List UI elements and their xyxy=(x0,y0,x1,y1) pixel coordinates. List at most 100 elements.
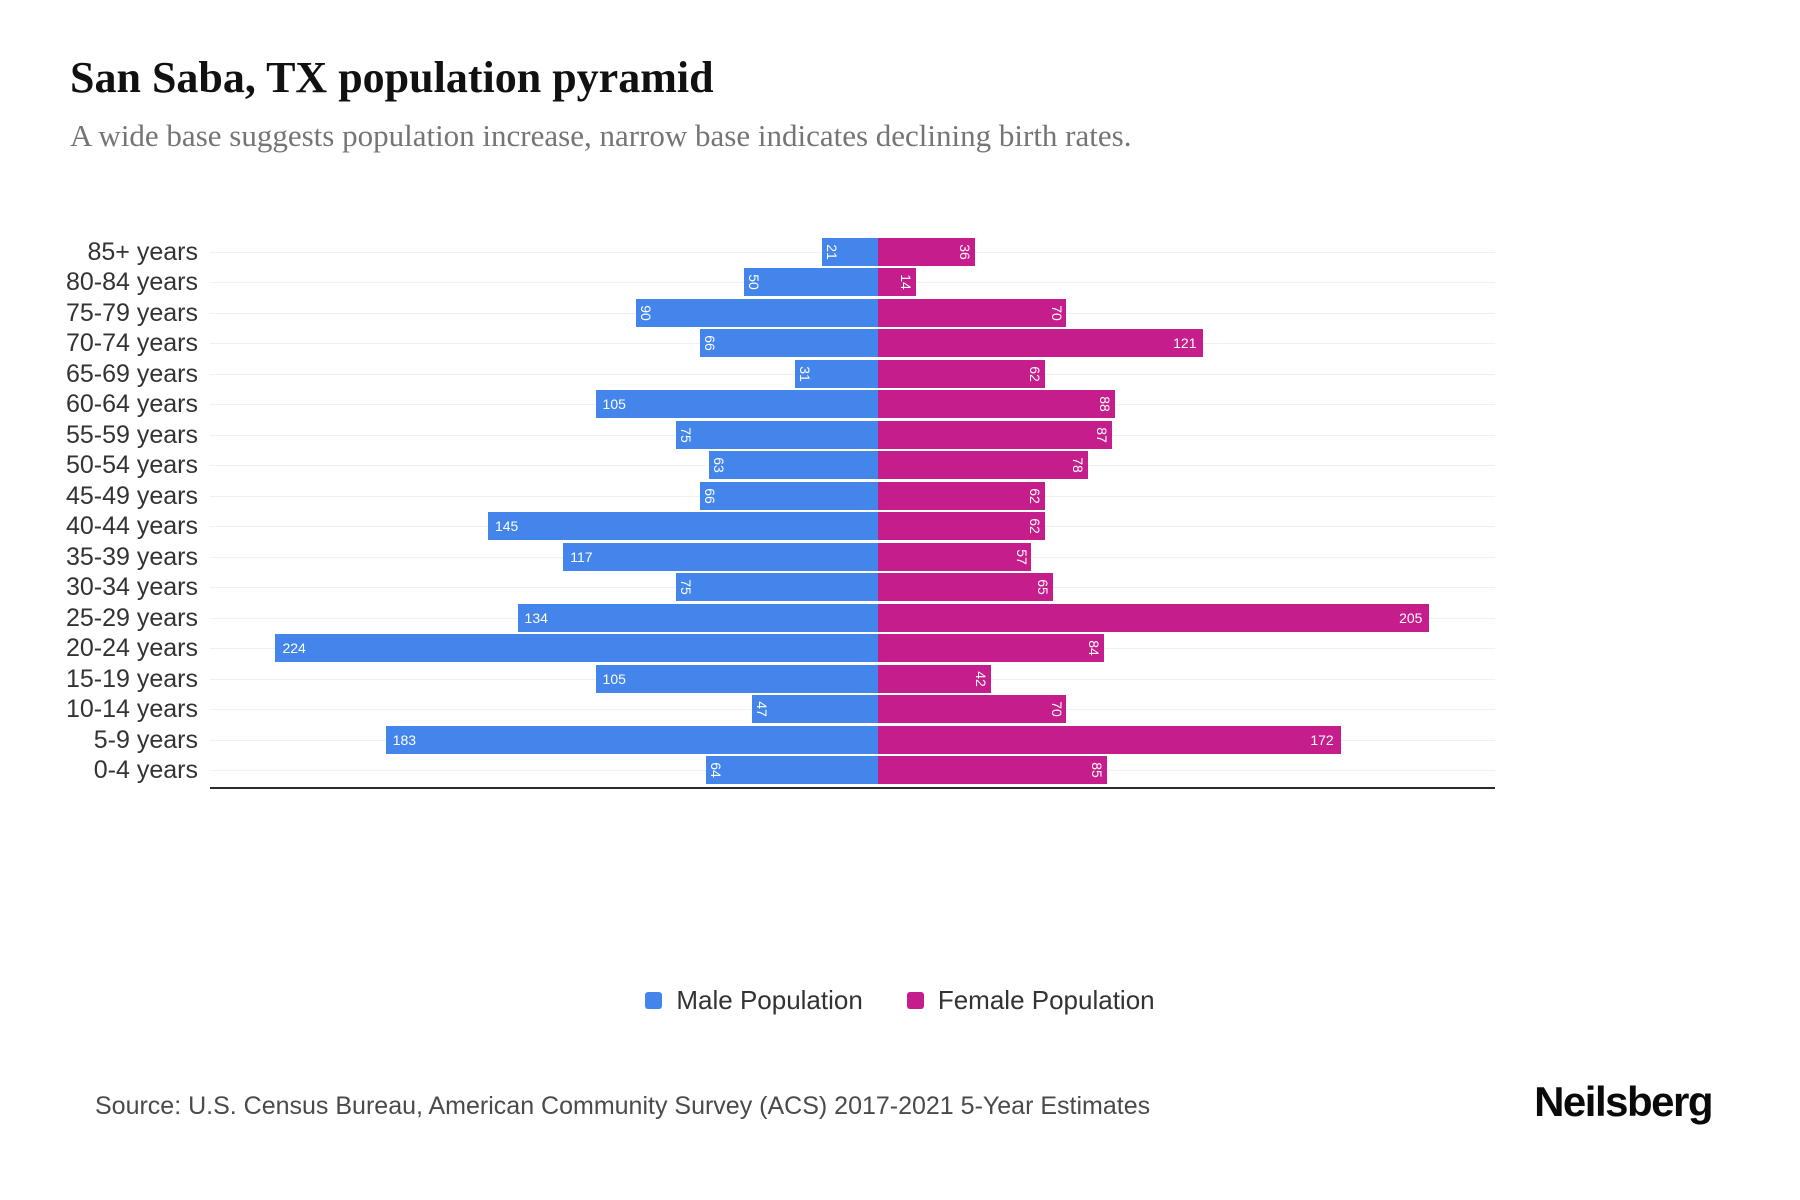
age-group-label: 35-39 years xyxy=(65,542,198,571)
female-value-label: 85 xyxy=(1088,762,1105,778)
male-bar: 31 xyxy=(794,359,878,388)
source-attribution: Source: U.S. Census Bureau, American Com… xyxy=(95,1092,1151,1120)
male-bar: 145 xyxy=(487,512,878,541)
male-bar: 47 xyxy=(751,695,878,724)
female-bar: 70 xyxy=(878,298,1067,327)
male-bar: 66 xyxy=(700,481,878,510)
female-value-label: 65 xyxy=(1035,579,1052,595)
male-value-label: 66 xyxy=(702,487,719,504)
male-bar: 117 xyxy=(563,542,878,571)
male-legend-swatch-icon xyxy=(645,992,663,1009)
female-bar: 70 xyxy=(878,695,1067,724)
female-bar: 57 xyxy=(878,542,1032,571)
male-bar: 50 xyxy=(743,268,878,297)
female-value-label: 87 xyxy=(1094,427,1111,443)
male-bar: 21 xyxy=(821,238,878,266)
male-value-label: 105 xyxy=(602,396,626,413)
x-axis-line xyxy=(210,787,1495,789)
female-bar: 205 xyxy=(878,603,1430,632)
male-bar: 66 xyxy=(700,329,878,358)
female-bar: 87 xyxy=(878,420,1113,449)
age-group-label: 20-24 years xyxy=(65,634,198,663)
female-value-label: 36 xyxy=(957,244,974,260)
male-value-label: 134 xyxy=(524,609,548,626)
age-axis-labels: 85+ years 80-84 years 75-79 years 70-74 yea… xyxy=(0,237,198,789)
female-value-label: 42 xyxy=(973,670,990,687)
female-bar: 88 xyxy=(878,390,1115,419)
age-group-label: 60-64 years xyxy=(65,390,198,419)
male-bar: 105 xyxy=(595,390,878,419)
male-value-label: 50 xyxy=(745,274,762,291)
female-value-label: 14 xyxy=(897,274,914,291)
age-group-label: 10-14 years xyxy=(65,695,198,724)
female-value-label: 57 xyxy=(1013,548,1030,565)
female-bar: 84 xyxy=(878,634,1104,663)
female-value-label: 205 xyxy=(1399,609,1423,626)
female-value-label: 172 xyxy=(1310,731,1334,748)
male-bar: 64 xyxy=(705,755,878,784)
male-legend-label: Male Population xyxy=(676,985,863,1015)
female-bar: 85 xyxy=(878,755,1107,784)
age-group-label: 0-4 years xyxy=(93,755,198,784)
female-value-label: 62 xyxy=(1026,518,1043,535)
female-bar: 42 xyxy=(878,664,991,693)
legend-item-female[interactable]: Female Population xyxy=(906,985,1155,1016)
female-value-label: 121 xyxy=(1173,335,1197,352)
male-bar: 183 xyxy=(385,725,878,754)
age-group-label: 5-9 years xyxy=(93,725,198,754)
male-bar: 224 xyxy=(275,634,878,663)
age-group-label: 30-34 years xyxy=(65,573,198,602)
male-value-label: 224 xyxy=(282,640,306,657)
female-bar: 78 xyxy=(878,451,1088,480)
male-value-label: 75 xyxy=(678,579,695,595)
age-group-label: 45-49 years xyxy=(65,481,198,510)
female-bar: 14 xyxy=(878,268,916,297)
male-bar: 75 xyxy=(676,573,878,602)
male-bar: 63 xyxy=(708,451,878,480)
male-value-label: 21 xyxy=(823,244,840,260)
legend-item-male[interactable]: Male Population xyxy=(645,985,863,1016)
plot-area: 21 36 50 14 90 70 66 121 31 62 105 88 75 87 63 78 66 62 14… xyxy=(210,237,1495,789)
male-value-label: 64 xyxy=(707,762,724,778)
female-bar: 36 xyxy=(878,238,975,266)
age-group-label: 15-19 years xyxy=(65,664,198,693)
age-group-label: 55-59 years xyxy=(65,420,198,449)
male-value-label: 75 xyxy=(678,427,695,443)
age-group-label: 50-54 years xyxy=(65,451,198,480)
female-value-label: 70 xyxy=(1048,305,1065,321)
male-bar: 105 xyxy=(595,664,878,693)
age-group-label: 65-69 years xyxy=(65,359,198,388)
female-value-label: 84 xyxy=(1086,640,1103,656)
age-group-label: 75-79 years xyxy=(65,298,198,327)
neilsberg-logo: Neilsberg xyxy=(1534,1078,1713,1125)
age-group-label: 85+ years xyxy=(87,238,199,266)
age-group-label: 70-74 years xyxy=(65,329,198,358)
chart-subtitle: A wide base suggests population increase… xyxy=(70,118,1132,153)
female-bar: 62 xyxy=(878,512,1045,541)
chart-title: San Saba, TX population pyramid xyxy=(70,53,714,102)
legend: Male Population Female Population xyxy=(0,985,1800,1016)
female-value-label: 62 xyxy=(1026,366,1043,382)
male-value-label: 105 xyxy=(602,670,626,687)
male-value-label: 117 xyxy=(570,548,593,565)
male-value-label: 31 xyxy=(796,366,813,382)
female-bar: 172 xyxy=(878,725,1341,754)
female-value-label: 78 xyxy=(1070,457,1087,474)
female-value-label: 88 xyxy=(1096,396,1113,413)
female-legend-label: Female Population xyxy=(937,985,1155,1015)
male-value-label: 63 xyxy=(710,457,727,474)
male-value-label: 47 xyxy=(753,701,770,717)
female-bar: 62 xyxy=(878,481,1045,510)
female-bar: 121 xyxy=(878,329,1204,358)
age-group-label: 25-29 years xyxy=(65,603,198,632)
male-bar: 90 xyxy=(635,298,878,327)
male-bar: 134 xyxy=(517,603,878,632)
male-value-label: 66 xyxy=(702,335,719,352)
male-value-label: 90 xyxy=(637,305,654,321)
age-group-label: 80-84 years xyxy=(65,268,198,297)
female-legend-swatch-icon xyxy=(906,992,924,1009)
female-bar: 65 xyxy=(878,573,1053,602)
male-value-label: 145 xyxy=(494,518,519,535)
male-bar: 75 xyxy=(676,420,878,449)
